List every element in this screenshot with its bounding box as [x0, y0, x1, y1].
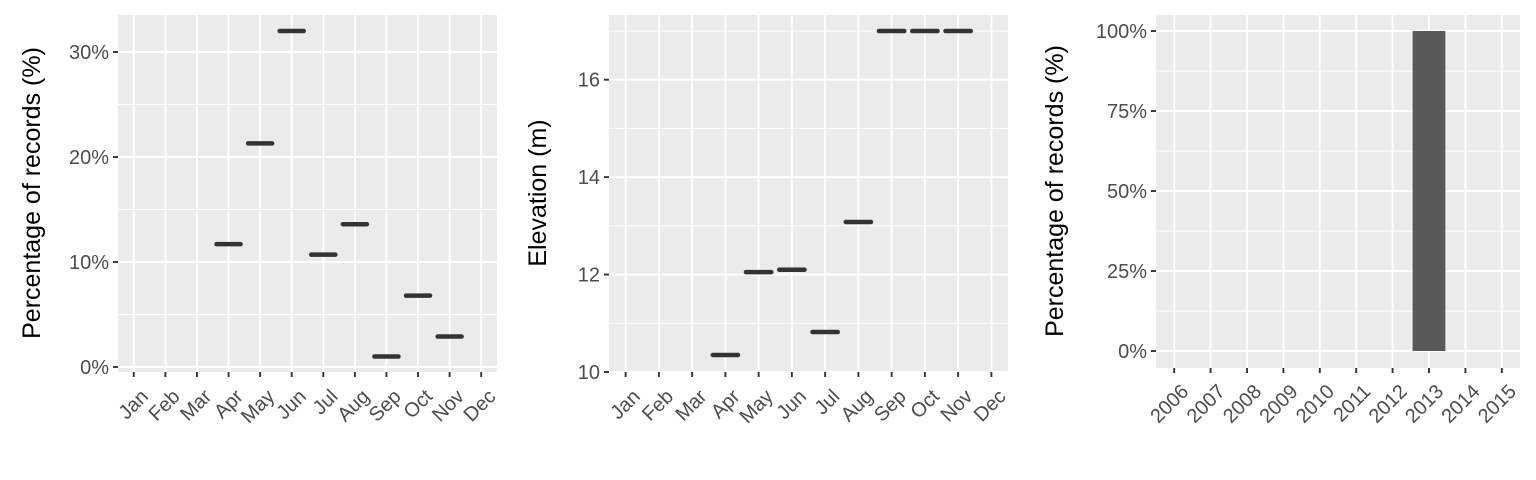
x-tick-label: Aug — [333, 386, 374, 427]
y-tick-label: 100% — [1096, 21, 1147, 43]
y-tick-label: 50% — [1107, 181, 1147, 203]
x-tick-label: Jan — [606, 386, 644, 424]
x-tick-label: 2013 — [1401, 381, 1448, 428]
x-tick-label: Nov — [937, 386, 978, 427]
yearly-percentage-chart: 0%25%50%75%100%2006200720082009201020112… — [1041, 15, 1521, 428]
x-tick-label: Dec — [970, 386, 1011, 427]
x-tick-label: 2014 — [1438, 381, 1485, 428]
x-tick-label: 2012 — [1365, 381, 1412, 428]
plot-panel — [118, 15, 497, 372]
x-tick-label: Feb — [145, 386, 185, 426]
x-tick-label: Aug — [837, 386, 878, 427]
x-tick-label: Sep — [365, 386, 406, 427]
x-tick-label: 2008 — [1219, 381, 1266, 428]
x-tick-label: 2006 — [1146, 381, 1193, 428]
y-tick-label: 14 — [578, 167, 600, 189]
x-tick-label: Oct — [906, 385, 944, 423]
y-tick-label: 16 — [578, 70, 600, 92]
monthly-percentage-chart: 0%10%20%30%JanFebMarAprMayJunJulAugSepOc… — [18, 15, 500, 428]
y-tick-label: 12 — [578, 265, 600, 287]
x-tick-label: Jan — [115, 386, 153, 424]
y-tick-label: 20% — [69, 147, 109, 169]
x-tick-label: Sep — [870, 386, 911, 427]
y-tick-label: 0% — [80, 357, 109, 379]
x-tick-label: Apr — [707, 385, 745, 423]
x-tick-label: Feb — [638, 386, 678, 426]
y-tick-label: 10 — [578, 362, 600, 384]
y-axis-title: Percentage of records (%) — [18, 47, 46, 339]
y-axis-title: Elevation (m) — [524, 119, 552, 266]
y-tick-label: 30% — [69, 42, 109, 64]
x-tick-label: Jun — [272, 386, 310, 424]
y-tick-label: 10% — [69, 252, 109, 274]
x-tick-label: 2007 — [1183, 381, 1230, 428]
plot-panel — [609, 15, 1008, 372]
x-tick-label: 2010 — [1292, 381, 1339, 428]
x-tick-label: Jun — [773, 386, 811, 424]
x-tick-label: Dec — [460, 386, 501, 427]
x-tick-label: Nov — [428, 386, 469, 427]
x-tick-label: Oct — [400, 385, 438, 423]
y-tick-label: 0% — [1118, 341, 1147, 363]
y-tick-label: 25% — [1107, 261, 1147, 283]
x-tick-label: 2009 — [1256, 381, 1303, 428]
x-tick-label: 2015 — [1474, 381, 1521, 428]
y-tick-label: 75% — [1107, 101, 1147, 123]
x-tick-label: Mar — [176, 385, 216, 425]
x-tick-label: May — [735, 386, 777, 428]
y-axis-title: Percentage of records (%) — [1041, 45, 1069, 337]
x-tick-label: Mar — [671, 385, 711, 425]
bar-2013 — [1412, 31, 1446, 351]
x-tick-label: 2011 — [1329, 381, 1375, 427]
